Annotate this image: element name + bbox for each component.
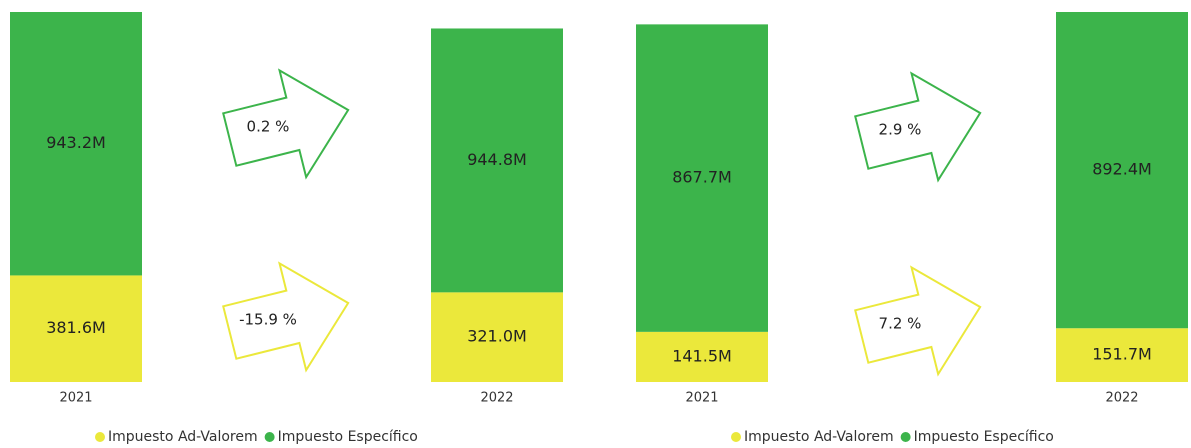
arrow-shape [222,261,350,373]
data-label: 141.5M [672,346,732,365]
legend-label: Impuesto Ad-Valorem [108,429,258,445]
arrow-shape [854,71,982,183]
annotation: 2.9 % [879,121,922,139]
data-label: 943.2M [46,133,106,152]
data-label: 867.7M [672,168,732,187]
legend-marker [731,432,741,442]
legend-marker [900,432,911,442]
legend-marker [264,432,275,442]
annotation: 7.2 % [879,315,922,333]
arrow-shape [222,68,350,180]
legend-label: Impuesto Ad-Valorem [744,429,894,445]
bar-segment [431,28,563,293]
annotation: -15.9 % [239,311,297,329]
data-label: 381.6M [46,318,106,337]
arrow [222,261,350,373]
bar-segment [10,12,142,276]
x-tick-label: 2022 [1105,391,1138,406]
bar-segment [636,24,768,332]
legend-label: Impuesto Específico [278,429,418,445]
arrow [854,265,982,377]
legend-marker [95,432,105,442]
data-label: 321.0M [467,327,527,346]
bar-segment [431,292,563,382]
arrow-shape [854,265,982,377]
legend-label: Impuesto Específico [914,429,1054,445]
bar-segment [636,331,768,382]
x-tick-label: 2022 [480,391,513,406]
bar-segment [1056,12,1188,329]
arrow [222,68,350,180]
bar-segment [1056,328,1188,382]
data-label: 151.7M [1092,345,1152,364]
annotation: 0.2 % [247,118,290,136]
arrow [854,71,982,183]
data-label: 944.8M [467,150,527,169]
data-label: 892.4M [1092,160,1152,179]
x-tick-label: 2021 [685,391,718,406]
x-tick-label: 2021 [59,391,92,406]
bar-segment [10,275,142,382]
